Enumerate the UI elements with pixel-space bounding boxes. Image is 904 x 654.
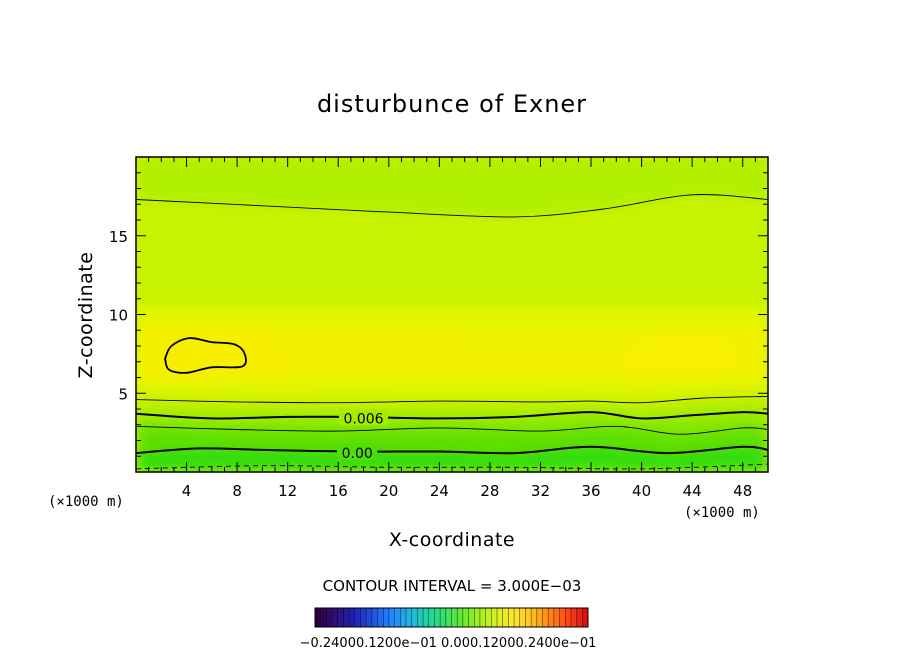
colorbar-swatch bbox=[315, 608, 321, 627]
contour-interval-label: CONTOUR INTERVAL = 3.000E−03 bbox=[323, 577, 582, 595]
contour-lines bbox=[136, 194, 768, 470]
contour-line-upper bbox=[136, 194, 768, 218]
colorbar-swatch bbox=[559, 608, 566, 627]
colorbar-swatch bbox=[536, 608, 543, 627]
x-axis-label: X-coordinate bbox=[389, 529, 515, 551]
colorbar-swatch bbox=[451, 608, 458, 627]
x-tick-label: 12 bbox=[278, 482, 297, 500]
y-tick-label: 5 bbox=[118, 385, 128, 403]
contour-labels: 0.006 0.00 bbox=[337, 409, 389, 462]
colorbar-labels: −0.24000.1200e−01 0.000.12000.2400e−01 bbox=[300, 636, 597, 651]
axis-ticks bbox=[135, 156, 769, 473]
contour-line-0.00 bbox=[136, 445, 768, 455]
x-tick-label: 28 bbox=[480, 482, 499, 500]
colorbar-swatch bbox=[514, 608, 521, 627]
colorbar-swatch bbox=[457, 608, 464, 627]
x-tick-label: 44 bbox=[683, 482, 702, 500]
x-tick-label: 4 bbox=[182, 482, 192, 500]
colorbar-swatch bbox=[434, 608, 441, 627]
fill-band-c bbox=[136, 426, 768, 454]
colorbar-swatch bbox=[411, 608, 418, 627]
contour-label: 0.00 bbox=[342, 446, 373, 462]
contour-closed-max-blob bbox=[164, 337, 247, 374]
colorbar-swatch bbox=[502, 608, 509, 627]
contour-line-0.006 bbox=[136, 411, 768, 420]
x-tick-label: 8 bbox=[232, 482, 242, 500]
colorbar bbox=[314, 607, 589, 628]
colorbar-swatch bbox=[423, 608, 430, 627]
x-tick-label: 24 bbox=[430, 482, 449, 500]
x-left-unit-label: (×1000 m) bbox=[48, 494, 124, 510]
fill-band-d bbox=[136, 446, 768, 472]
colorbar-swatch bbox=[371, 608, 378, 627]
x-tick-label: 36 bbox=[581, 482, 600, 500]
colorbar-swatch bbox=[491, 608, 498, 627]
x-tick-label: 20 bbox=[379, 482, 398, 500]
contour-line-lower-5km bbox=[136, 395, 768, 404]
colorbar-swatch bbox=[525, 608, 532, 627]
colorbar-swatch bbox=[508, 608, 515, 627]
colorbar-swatch bbox=[428, 608, 435, 627]
x-tick-label: 48 bbox=[733, 482, 752, 500]
colorbar-swatch bbox=[462, 608, 469, 627]
highlight-left-warm bbox=[155, 329, 302, 381]
colorbar-swatch bbox=[440, 608, 447, 627]
chart-title: disturbunce of Exner bbox=[317, 90, 587, 118]
y-tick-label: 10 bbox=[109, 307, 128, 325]
colorbar-swatch bbox=[394, 608, 401, 627]
colorbar-swatch bbox=[400, 608, 407, 627]
contour-line-mid-low bbox=[136, 425, 768, 435]
colorbar-swatch bbox=[548, 608, 555, 627]
colorbar-swatch bbox=[531, 608, 538, 627]
colorbar-swatch bbox=[388, 608, 395, 627]
colorbar-swatch bbox=[445, 608, 452, 627]
colorbar-swatch bbox=[377, 608, 384, 627]
colorbar-swatch bbox=[417, 608, 424, 627]
colorbar-swatch bbox=[570, 608, 577, 627]
fill-band-upper-mid bbox=[136, 194, 768, 307]
colorbar-swatch bbox=[565, 608, 572, 627]
colorbar-swatch bbox=[343, 608, 350, 627]
colorbar-swatch bbox=[326, 608, 333, 627]
x-right-unit-label: (×1000 m) bbox=[684, 505, 760, 521]
colorbar-swatch bbox=[337, 608, 344, 627]
colorbar-swatch bbox=[582, 608, 589, 627]
fill-band-low bbox=[136, 388, 768, 403]
colorbar-swatch bbox=[479, 608, 486, 627]
colorbar-frame bbox=[314, 607, 589, 628]
colorbar-swatch bbox=[519, 608, 526, 627]
colorbar-swatch bbox=[360, 608, 367, 627]
x-tick-label: 32 bbox=[531, 482, 550, 500]
colorbar-swatch bbox=[320, 608, 327, 627]
contour-label: 0.006 bbox=[343, 411, 383, 427]
colorbar-swatch bbox=[485, 608, 492, 627]
x-tick-label: 16 bbox=[329, 482, 348, 500]
highlight-right-warm bbox=[622, 331, 737, 375]
colorbar-swatch bbox=[468, 608, 475, 627]
contour-label-bg bbox=[337, 444, 378, 461]
colorbar-swatch bbox=[497, 608, 503, 627]
colorbar-swatch bbox=[349, 608, 356, 627]
x-tick-label: 40 bbox=[632, 482, 651, 500]
contour-label-bg bbox=[339, 409, 389, 426]
fill-band-yellow bbox=[136, 322, 768, 381]
colorbar-swatch bbox=[474, 608, 481, 627]
colorbar-swatch bbox=[406, 608, 412, 627]
y-tick-label: 15 bbox=[109, 228, 128, 246]
colorbar-swatch bbox=[553, 608, 560, 627]
colorbar-swatch bbox=[354, 608, 361, 627]
y-axis-label: Z-coordinate bbox=[75, 252, 97, 379]
colorbar-swatch bbox=[383, 608, 390, 627]
colorbar-swatch bbox=[542, 608, 549, 627]
colorbar-swatch bbox=[366, 608, 373, 627]
colorbar-swatch bbox=[332, 608, 339, 627]
colorbar-swatch bbox=[576, 608, 583, 627]
fill-band-top bbox=[136, 157, 768, 217]
